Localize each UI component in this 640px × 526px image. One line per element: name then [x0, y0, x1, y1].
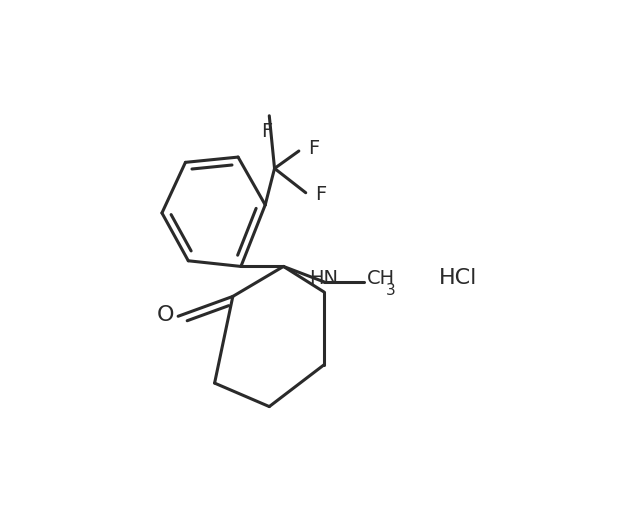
Text: F: F	[262, 123, 273, 141]
Text: O: O	[156, 306, 174, 326]
Text: F: F	[308, 139, 319, 158]
Text: F: F	[315, 185, 326, 204]
Text: CH: CH	[367, 269, 395, 288]
Text: 3: 3	[386, 283, 396, 298]
Text: HCl: HCl	[438, 268, 477, 288]
Text: HN: HN	[310, 269, 339, 288]
